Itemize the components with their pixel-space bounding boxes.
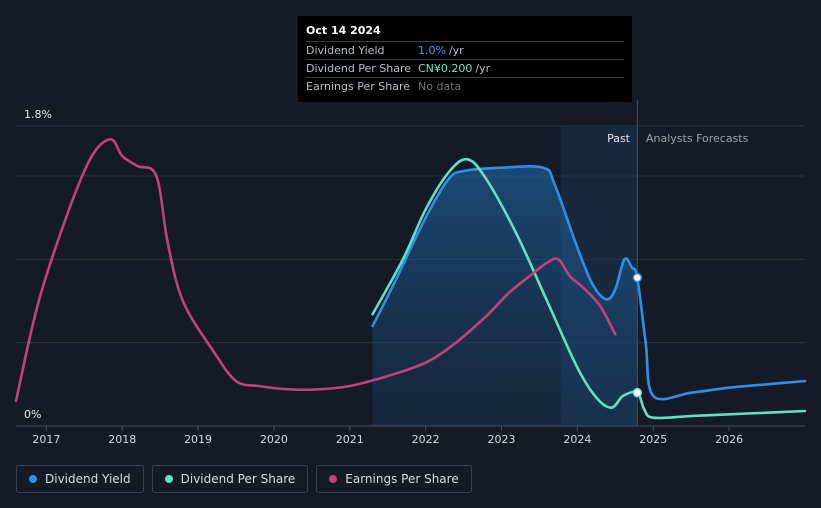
tooltip-unit: /yr [475,62,491,75]
marker-dividend-per-share [632,387,643,398]
marker-dividend-yield [632,272,643,283]
tooltip-date: Oct 14 2024 [306,24,381,37]
legend-label: Earnings Per Share [345,472,459,486]
tooltip-row-dps: Dividend Per Share CN¥0.200 /yr [306,59,624,77]
legend-label: Dividend Yield [45,472,131,486]
line-earnings-per-share [14,138,617,403]
x-tick-label: 2023 [488,433,516,446]
x-tick-label: 2022 [412,433,440,446]
legend-dot-icon [29,475,37,483]
forecast-label: Analysts Forecasts [646,132,749,145]
x-tick-label: 2025 [639,433,667,446]
line-dividend-per-share [371,157,807,420]
tooltip-value: CN¥0.200 [418,62,473,75]
tooltip-label: Earnings Per Share [306,80,411,93]
tooltip-value: 1.0% [418,44,446,57]
tooltip: Oct 14 2024 Dividend Yield 1.0% /yr Divi… [298,16,632,102]
x-tick-label: 2017 [32,433,60,446]
legend-item-earnings-per-share[interactable]: Earnings Per Share [316,465,472,493]
highlight-markers [632,272,643,398]
x-axis: 2017 2018 2019 2020 2021 2022 2023 2024 2025 2026 [16,425,805,446]
tooltip-value: No data [418,80,462,93]
tooltip-row-eps: Earnings Per Share No data [306,77,624,95]
x-tick-label: 2026 [715,433,743,446]
legend-dot-icon [329,475,338,483]
tooltip-unit: /yr [448,44,464,57]
tooltip-row-yield: Dividend Yield 1.0% /yr [306,41,624,59]
tooltip-label: Dividend Yield [306,44,385,57]
legend-item-dividend-yield[interactable]: Dividend Yield [16,465,144,493]
past-label: Past [607,132,631,145]
legend-label: Dividend Per Share [180,472,296,486]
x-tick-label: 2024 [563,433,591,446]
legend: Dividend Yield Dividend Per Share Earnin… [16,465,472,493]
legend-item-dividend-per-share[interactable]: Dividend Per Share [151,465,309,493]
legend-dot-icon [164,475,173,483]
y-tick-bottom: 0% [24,408,41,421]
x-tick-label: 2019 [184,433,212,446]
line-dividend-yield [371,165,807,401]
series-lines [14,138,807,420]
y-tick-top: 1.8% [24,108,52,121]
tooltip-label: Dividend Per Share [306,62,412,75]
x-tick-label: 2018 [108,433,136,446]
x-tick-label: 2020 [260,433,288,446]
x-tick-label: 2021 [336,433,364,446]
